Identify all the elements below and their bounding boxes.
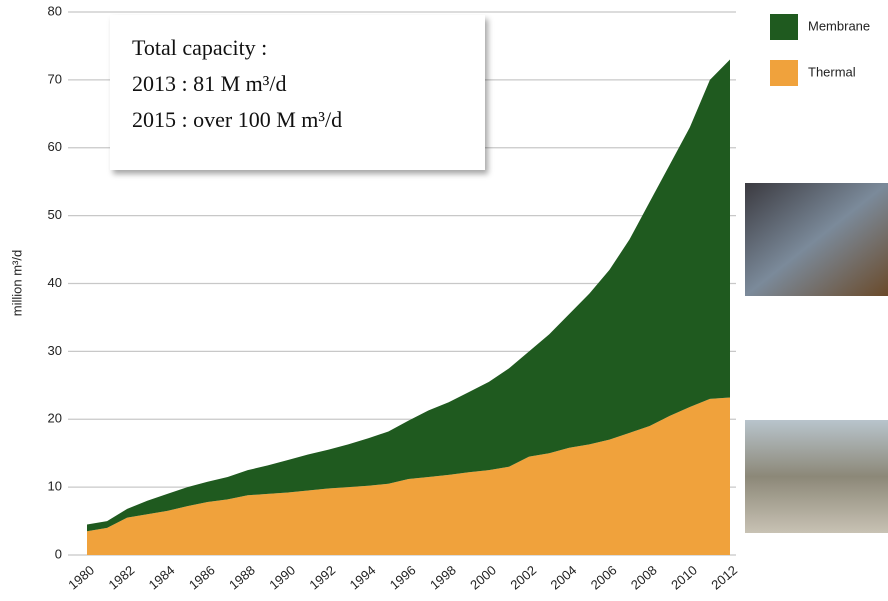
x-tick-label: 1980 <box>65 562 97 592</box>
x-tick-label: 1996 <box>387 562 419 592</box>
photo-membrane-plant <box>745 183 888 296</box>
x-tick-label: 2010 <box>668 562 700 592</box>
x-tick-label: 1990 <box>266 562 298 592</box>
y-tick-label: 20 <box>48 411 62 426</box>
legend: Membrane Thermal <box>770 14 870 86</box>
x-tick-label: 1982 <box>106 562 138 592</box>
annotation: 2013 : 81 M m³/d <box>132 71 287 96</box>
annotation-box <box>110 15 485 170</box>
y-tick-label: 40 <box>48 275 62 290</box>
x-tick-label: 2004 <box>548 562 580 592</box>
y-tick-label: 70 <box>48 71 62 86</box>
area <box>87 397 730 555</box>
x-tick-label: 1988 <box>226 562 258 592</box>
x-tick-label: 2002 <box>507 562 539 592</box>
legend-swatch <box>770 60 798 86</box>
annotation: 2015 : over 100 M m³/d <box>132 107 342 132</box>
areas <box>87 59 730 555</box>
x-tick-label: 2000 <box>467 562 499 592</box>
annotation: Total capacity : <box>132 35 267 60</box>
y-tick-label: 10 <box>48 479 62 494</box>
x-tick-label: 2012 <box>708 562 740 592</box>
x-tick-label: 2006 <box>588 562 620 592</box>
y-axis-label: million m³/d <box>9 250 24 316</box>
x-tick-label: 1992 <box>306 562 338 592</box>
x-tick-label: 1984 <box>146 562 178 592</box>
y-tick-label: 0 <box>55 546 62 561</box>
area <box>87 59 730 532</box>
legend-label: Thermal <box>808 64 856 79</box>
y-tick-label: 30 <box>48 343 62 358</box>
y-tick-label: 60 <box>48 139 62 154</box>
y-tick-label: 50 <box>48 207 62 222</box>
legend-label: Membrane <box>808 18 870 33</box>
x-tick-label: 1998 <box>427 562 459 592</box>
x-tick-label: 1986 <box>186 562 218 592</box>
legend-swatch <box>770 14 798 40</box>
photo-thermal-plant <box>745 420 888 533</box>
x-tick-label: 1994 <box>347 562 379 592</box>
x-tick-label: 2008 <box>628 562 660 592</box>
y-tick-label: 80 <box>48 3 62 18</box>
